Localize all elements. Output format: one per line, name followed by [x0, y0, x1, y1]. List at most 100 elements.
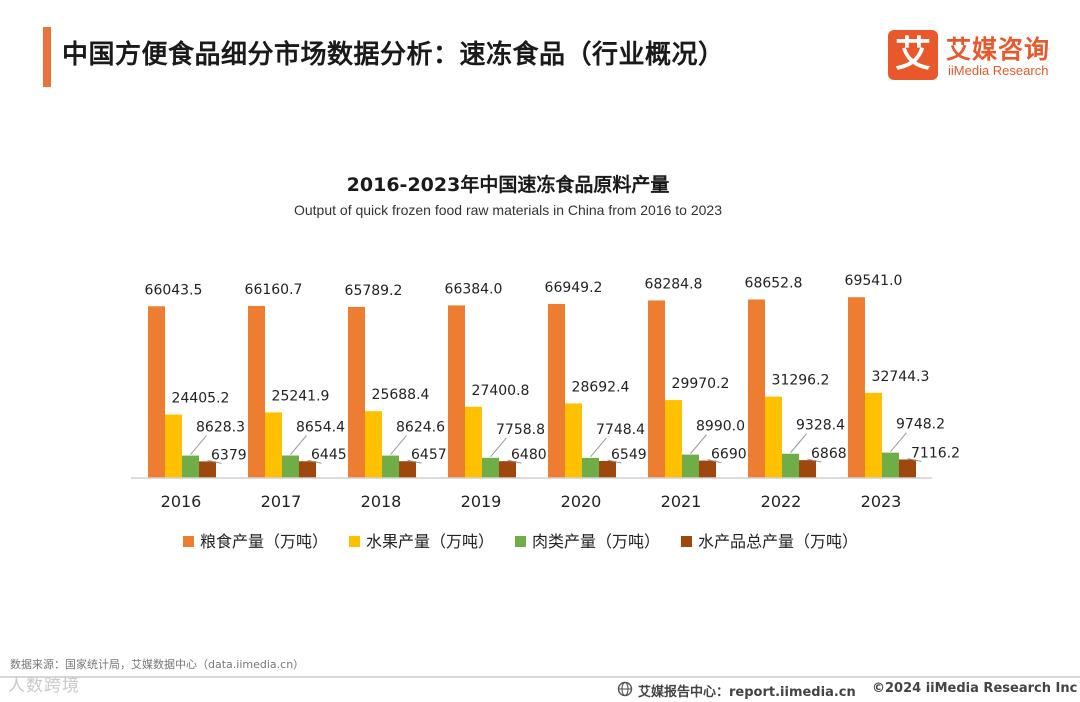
data-label: 6690.3 [711, 447, 760, 463]
x-tick-label: 2020 [561, 492, 602, 511]
bar [265, 412, 282, 478]
logo-english-name: iiMedia Research [948, 63, 1049, 78]
leader-line [490, 437, 507, 458]
logo-mark-icon: 艾 [888, 30, 938, 80]
leader-line [690, 434, 707, 454]
x-tick-label: 2021 [661, 492, 702, 511]
bar [748, 299, 765, 478]
bar [365, 411, 382, 478]
data-label: 28692.4 [572, 379, 630, 395]
leader-line [207, 459, 222, 464]
data-label: 8654.4 [296, 419, 345, 435]
data-label: 8628.3 [196, 420, 245, 436]
bar [565, 403, 582, 478]
copyright: ©2024 iiMedia Research Inc [872, 681, 1078, 696]
bar [199, 461, 216, 478]
legend-swatch [183, 536, 194, 547]
data-label: 7116.2 [911, 445, 960, 461]
leader-line [507, 459, 522, 464]
bar [248, 305, 265, 478]
bar [399, 461, 416, 478]
data-label: 6445.3 [311, 447, 360, 463]
report-center-link[interactable]: 艾媒报告中心：report.iimedia.cn [638, 685, 856, 700]
page-title: 中国方便食品细分市场数据分析：速冻食品（行业概况） [62, 40, 725, 70]
data-label: 66160.7 [245, 282, 303, 298]
data-label: 24405.2 [172, 391, 230, 407]
leader-line [607, 459, 622, 464]
leader-line [807, 458, 822, 463]
x-tick-label: 2018 [361, 492, 402, 511]
bar [682, 454, 699, 478]
title-accent-bar [43, 27, 51, 87]
leader-line [290, 435, 307, 455]
bar [599, 460, 616, 478]
data-label: 6457.7 [411, 447, 460, 463]
bar [665, 400, 682, 478]
bar [865, 392, 882, 478]
leader-line [590, 437, 607, 458]
data-label: 66384.0 [445, 281, 503, 297]
bar [848, 297, 865, 478]
leader-line [790, 433, 807, 454]
bar [499, 461, 516, 478]
data-label: 65789.2 [345, 283, 403, 299]
legend-label: 肉类产量（万吨） [532, 532, 660, 551]
bar [465, 406, 482, 478]
bar [148, 306, 165, 478]
data-label: 8990.0 [696, 419, 745, 435]
legend-swatch [349, 536, 360, 547]
data-label: 7748.4 [596, 422, 645, 438]
leader-line [190, 435, 207, 455]
data-label: 32744.3 [872, 369, 930, 385]
bar [182, 455, 199, 478]
legend-label: 水果产量（万吨） [366, 532, 494, 551]
bar [165, 414, 182, 478]
x-tick-label: 2023 [861, 492, 902, 511]
globe-icon [617, 681, 633, 697]
data-label: 68284.8 [645, 276, 703, 292]
x-tick-label: 2022 [761, 492, 802, 511]
legend-swatch [681, 536, 692, 547]
data-source-note: 数据来源：国家统计局，艾媒数据中心（data.iimedia.cn） [10, 658, 305, 671]
watermark: 人数跨境 [8, 676, 80, 696]
bar [482, 457, 499, 478]
data-label: 31296.2 [772, 373, 830, 389]
data-label: 6480.4 [511, 447, 560, 463]
bar [582, 457, 599, 478]
bar [282, 455, 299, 478]
data-label: 6868.8 [811, 446, 860, 462]
bar [882, 452, 899, 478]
chart-title: 2016-2023年中国速冻食品原料产量 [346, 174, 670, 196]
legend-label: 水产品总产量（万吨） [698, 532, 858, 551]
bar [648, 300, 665, 478]
data-label: 25241.9 [272, 388, 330, 404]
footer-divider [0, 676, 1080, 678]
x-tick-label: 2019 [461, 492, 502, 511]
bar [382, 455, 399, 478]
bar [299, 461, 316, 478]
x-tick-label: 2017 [261, 492, 302, 511]
leader-line [307, 459, 322, 464]
data-label: 9748.2 [896, 417, 945, 433]
data-label: 66043.5 [145, 282, 203, 298]
leader-line [390, 435, 407, 455]
bar [348, 306, 365, 478]
x-tick-label: 2016 [161, 492, 202, 511]
data-label: 7758.8 [496, 422, 545, 438]
data-label: 29970.2 [672, 376, 730, 392]
chart-subtitle: Output of quick frozen food raw material… [293, 202, 722, 218]
data-label: 69541.0 [845, 273, 903, 289]
logo-chinese-name: 艾媒咨询 [946, 35, 1051, 64]
bar [782, 453, 799, 478]
leader-line [890, 432, 907, 452]
bar [699, 460, 716, 478]
legend-label: 粮食产量（万吨） [200, 532, 328, 551]
data-label: 25688.4 [372, 387, 430, 403]
bar [548, 303, 565, 478]
bar [899, 459, 916, 478]
data-label: 6379.5 [211, 447, 260, 463]
data-label: 68652.8 [745, 276, 803, 292]
bar [765, 396, 782, 478]
bar [448, 305, 465, 478]
